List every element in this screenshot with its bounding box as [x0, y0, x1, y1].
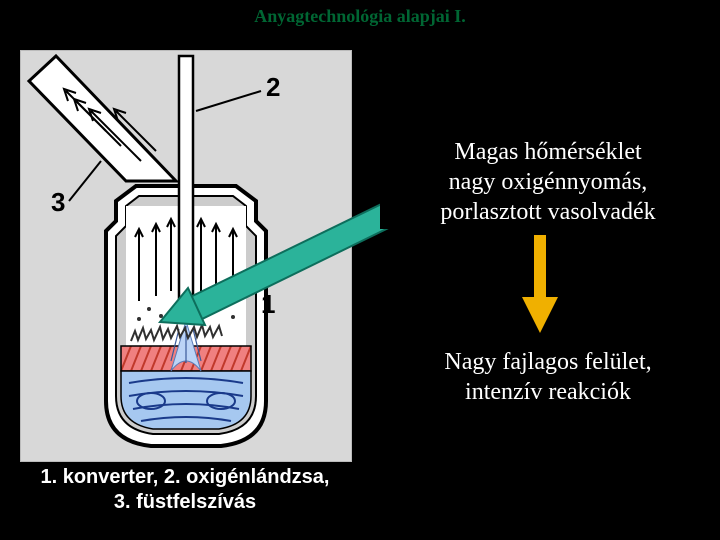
- page-title: Anyagtechnológia alapjai I.: [0, 6, 720, 27]
- label-2: 2: [266, 72, 280, 102]
- metal-bath: [121, 371, 251, 429]
- converter-diagram: 2 3 1: [20, 50, 352, 462]
- conditions-line3: porlasztott vasolvadék: [440, 199, 655, 225]
- result-line2: intenzív reakciók: [465, 379, 631, 405]
- conditions-line2: nagy oxigénnyomás,: [449, 169, 648, 195]
- result-text: Nagy fajlagos felület, intenzív reakciók: [400, 345, 696, 409]
- label-1: 1: [261, 289, 275, 319]
- conditions-text: Magas hőmérséklet nagy oxigénnyomás, por…: [380, 135, 716, 229]
- converter-svg: 2 3 1: [21, 51, 351, 461]
- consequence-arrow: [520, 235, 560, 335]
- fume-hood: [29, 56, 176, 181]
- conditions-line1: Magas hőmérséklet: [454, 139, 641, 165]
- result-line1: Nagy fajlagos felület,: [444, 349, 651, 375]
- label-3: 3: [51, 187, 65, 217]
- caption-line1: 1. konverter, 2. oxigénlándzsa,: [40, 466, 329, 488]
- oxygen-lance: [179, 56, 193, 321]
- diagram-caption: 1. konverter, 2. oxigénlándzsa, 3. füstf…: [20, 465, 350, 515]
- caption-line2: 3. füstfelszívás: [114, 491, 256, 513]
